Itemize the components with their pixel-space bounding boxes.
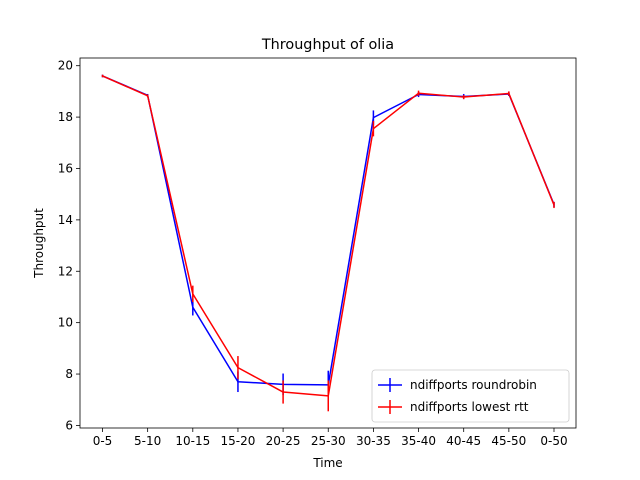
y-tick-label: 14 <box>58 213 73 227</box>
x-tick-label: 10-15 <box>175 434 210 448</box>
y-tick-label: 10 <box>58 316 73 330</box>
y-axis-title: Throughput <box>32 208 46 279</box>
legend-label: ndiffports lowest rtt <box>410 400 529 414</box>
plot-frame <box>79 57 577 429</box>
x-tick-label: 0-50 <box>540 434 567 448</box>
chart-title: Throughput of olia <box>261 37 394 53</box>
x-tick-label: 20-25 <box>266 434 301 448</box>
x-tick-label: 15-20 <box>221 434 256 448</box>
y-tick-label: 20 <box>58 59 73 73</box>
y-tick-label: 6 <box>65 418 73 432</box>
y-tick-label: 16 <box>58 161 73 175</box>
legend-label: ndiffports roundrobin <box>410 378 537 392</box>
y-tick-label: 8 <box>65 367 73 381</box>
y-tick-label: 18 <box>58 110 73 124</box>
x-tick-label: 35-40 <box>401 434 436 448</box>
legend: ndiffports roundrobin ndiffports lowest r… <box>371 369 570 423</box>
y-tick-label: 12 <box>58 264 73 278</box>
x-tick-label: 40-45 <box>446 434 481 448</box>
x-tick-label: 5-10 <box>134 434 161 448</box>
x-tick-label: 25-30 <box>311 434 346 448</box>
x-tick-label: 45-50 <box>491 434 526 448</box>
plot-area: 0-5 5-10 10-15 15-20 20-25 25-30 30-35 35-40 40-… <box>58 57 577 448</box>
x-axis-title: Time <box>312 456 342 470</box>
x-tick-label: 30-35 <box>356 434 391 448</box>
x-tick-label: 0-5 <box>93 434 113 448</box>
legend-box <box>371 369 570 423</box>
